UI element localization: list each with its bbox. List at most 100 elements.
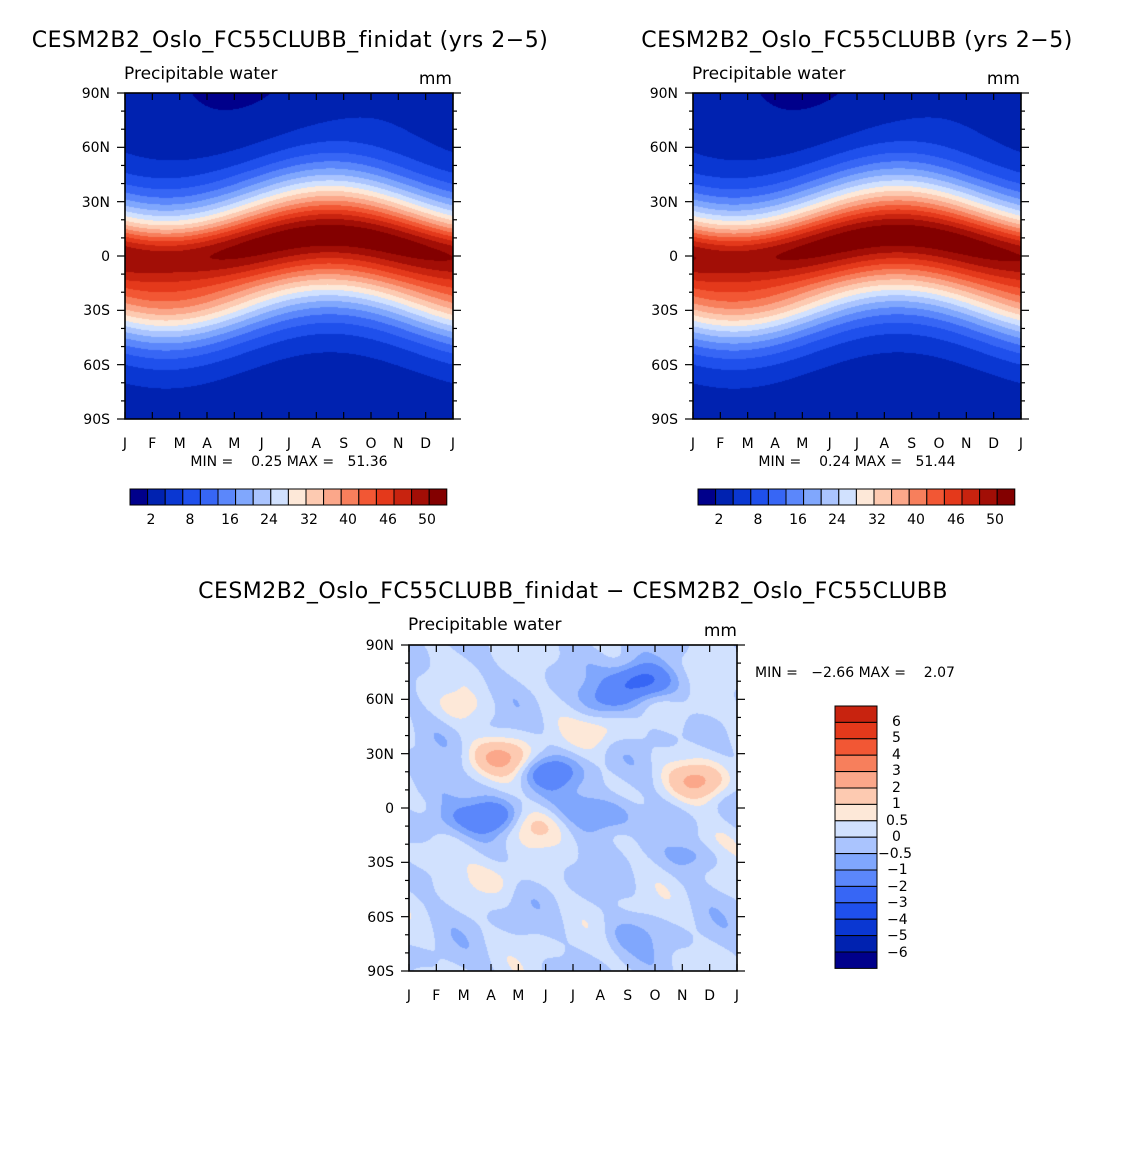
colorbar-swatch [834, 951, 878, 969]
x-tick-label: A [880, 436, 890, 452]
panel-title: CESM2B2_Oslo_FC55CLUBB_finidat − CESM2B2… [198, 579, 948, 604]
colorbar-label: 1 [892, 796, 901, 812]
variable-label: Precipitable water [124, 64, 278, 84]
x-tick-label: J [827, 436, 832, 452]
colorbar-swatch [855, 488, 875, 506]
x-tick-label: J [570, 988, 575, 1004]
colorbar-swatch [834, 754, 878, 773]
y-tick-label: 90S [651, 412, 678, 428]
y-tick-label: 90N [82, 86, 110, 102]
y-tick-label: 30S [367, 855, 394, 871]
panel-control: CESM2B2_Oslo_FC55CLUBB (yrs 2−5) Precipi… [641, 28, 1072, 528]
colorbar: 6 5 4 3 2 1 0.5 0 −0.5 −1 −2 −3 −4 −5 −6 [834, 705, 912, 969]
units-label: mm [419, 69, 452, 89]
colorbar-swatch [961, 488, 981, 506]
colorbar-swatch [199, 488, 219, 506]
colorbar-label: −4 [887, 912, 908, 928]
x-tick-label: J [543, 988, 548, 1004]
contour-field [409, 645, 737, 971]
y-tick-label: 60S [83, 358, 110, 374]
colorbar-swatch [996, 488, 1016, 506]
colorbar-swatch [834, 869, 878, 887]
colorbar-swatch [750, 488, 769, 506]
x-tick-label: A [202, 436, 212, 452]
colorbar-label: 4 [892, 747, 901, 763]
colorbar-swatch [358, 488, 377, 506]
y-tick-label: 0 [101, 249, 110, 265]
y-tick-label: 0 [385, 801, 394, 817]
colorbar-swatch [926, 488, 945, 506]
panel-difference: CESM2B2_Oslo_FC55CLUBB_finidat − CESM2B2… [198, 579, 955, 1004]
x-tick-label: S [907, 436, 916, 452]
colorbar-label: 3 [892, 763, 901, 779]
y-tick-label: 30S [83, 303, 110, 319]
colorbar-swatch [767, 488, 787, 506]
colorbar-swatch [979, 488, 998, 506]
colorbar-swatch [834, 902, 878, 920]
colorbar-swatch [715, 488, 734, 506]
colorbar-swatch [834, 803, 878, 822]
units-label: mm [987, 69, 1020, 89]
colorbar-swatch [217, 488, 237, 506]
y-tick-label: 30N [366, 747, 394, 763]
colorbar-label: 8 [754, 512, 763, 528]
y-tick-label: 60N [366, 692, 394, 708]
x-axis: J F M A M J J A S O N D J [406, 988, 739, 1004]
colorbar-swatch [270, 488, 289, 506]
colorbar-label: −1 [887, 862, 908, 878]
colorbar-label: 46 [947, 512, 965, 528]
colorbar-swatch [164, 488, 184, 506]
x-tick-label: O [933, 436, 944, 452]
x-axis: J F M A M J J A S O N D J [690, 436, 1023, 452]
x-tick-label: J [259, 436, 264, 452]
colorbar-swatch [834, 853, 878, 871]
colorbar-swatch [834, 721, 878, 740]
colorbar-label: −3 [887, 895, 908, 911]
contour-field [125, 93, 453, 419]
x-tick-label: D [988, 436, 999, 452]
colorbar-label: 40 [907, 512, 925, 528]
colorbar-swatch [834, 935, 878, 953]
colorbar-swatch [411, 488, 430, 506]
x-tick-label: F [148, 436, 156, 452]
x-tick-label: A [486, 988, 496, 1004]
x-tick-label: O [649, 988, 660, 1004]
colorbar-label: 2 [892, 780, 901, 796]
min-max-stats: MIN = −2.66 MAX = 2.07 [755, 665, 955, 681]
colorbar-swatch [834, 738, 878, 756]
x-axis: J F M A M J J A S O N D J [122, 436, 455, 452]
colorbar-label: 6 [892, 714, 901, 730]
x-tick-label: O [365, 436, 376, 452]
colorbar-label: 5 [892, 730, 901, 746]
x-tick-label: D [704, 988, 715, 1004]
colorbar-label: 32 [300, 512, 318, 528]
colorbar-label: 24 [828, 512, 846, 528]
x-tick-label: M [174, 436, 186, 452]
variable-label: Precipitable water [408, 615, 562, 635]
colorbar-label: 50 [418, 512, 436, 528]
colorbar-swatch [182, 488, 201, 506]
colorbar-boxes [129, 488, 448, 506]
colorbar-swatch [891, 488, 910, 506]
x-tick-label: M [742, 436, 754, 452]
colorbar-swatch [785, 488, 805, 506]
colorbar-swatch [943, 488, 963, 506]
colorbar-swatch [834, 836, 878, 855]
colorbar: 2 8 16 24 32 40 46 50 [129, 488, 448, 528]
x-tick-label: F [432, 988, 440, 1004]
y-tick-label: 0 [669, 249, 678, 265]
y-axis: 90N 60N 30N 0 30S 60S 90S [82, 86, 110, 428]
contour-field [693, 93, 1021, 419]
x-tick-label: J [1018, 436, 1023, 452]
colorbar-swatch [834, 787, 878, 805]
x-tick-label: J [286, 436, 291, 452]
colorbar-swatch [908, 488, 928, 506]
panel-title: CESM2B2_Oslo_FC55CLUBB_finidat (yrs 2−5) [32, 28, 549, 53]
x-tick-label: F [716, 436, 724, 452]
colorbar-label: 32 [868, 512, 886, 528]
colorbar-swatch [873, 488, 893, 506]
variable-label: Precipitable water [692, 64, 846, 84]
colorbar-swatch [147, 488, 166, 506]
x-tick-label: M [228, 436, 240, 452]
y-tick-label: 60S [367, 910, 394, 926]
